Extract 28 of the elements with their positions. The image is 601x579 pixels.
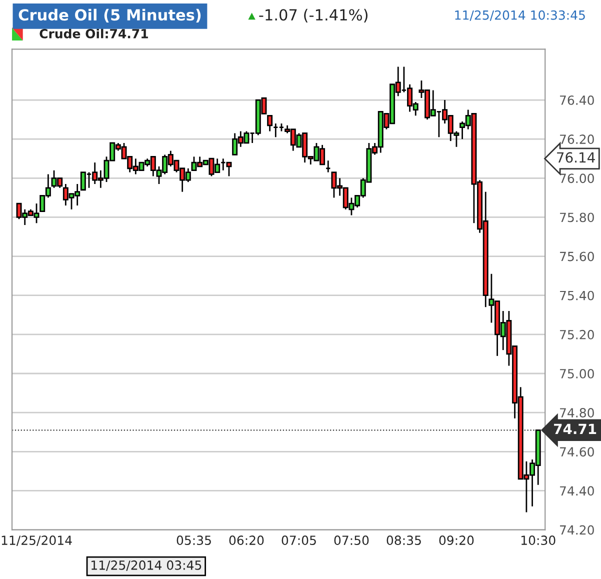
y-tick-label: 74.40	[560, 486, 594, 496]
y-tick-label: 74.80	[560, 408, 594, 418]
y-tick-label: 75.20	[560, 330, 594, 340]
x-tick-label: 11/25/2014	[2, 536, 72, 546]
chart-subtitle: -1.07 (-1.41%)	[259, 8, 368, 22]
x-tick-label: 09:20	[439, 536, 474, 546]
y-tick-label: 76.40	[560, 95, 594, 105]
text: Crude Oil:74.71	[40, 28, 148, 38]
y-tick-label: 74.60	[560, 447, 594, 457]
x-tick-label: 07:05	[282, 536, 316, 546]
x-tick-label: 10:30	[521, 536, 556, 546]
y-tick-label: 75.80	[560, 212, 594, 222]
y-tick-label: 76.00	[560, 174, 594, 184]
x-tick-label: 05:35	[176, 536, 211, 546]
ref-line-label: 74.71	[554, 424, 596, 434]
text: 11/25/2014 10:33:45	[455, 10, 585, 21]
candlestick	[267, 114, 273, 132]
y-tick-label: 76.20	[560, 134, 594, 144]
y-tick-label: 75.00	[560, 368, 594, 378]
text: 11/25/2014 03:45	[92, 560, 202, 571]
x-tick-label: 07:50	[334, 536, 369, 546]
chart-title: Crude Oil (5 Minutes)	[18, 8, 201, 22]
x-tick-label: 08:35	[386, 536, 421, 546]
y-tick-label: 74.20	[560, 525, 594, 535]
text: 76.14	[557, 152, 595, 163]
x-tick-label: 06:20	[229, 536, 264, 546]
y-tick-label: 75.60	[560, 252, 594, 262]
y-tick-label: 75.40	[560, 290, 594, 300]
